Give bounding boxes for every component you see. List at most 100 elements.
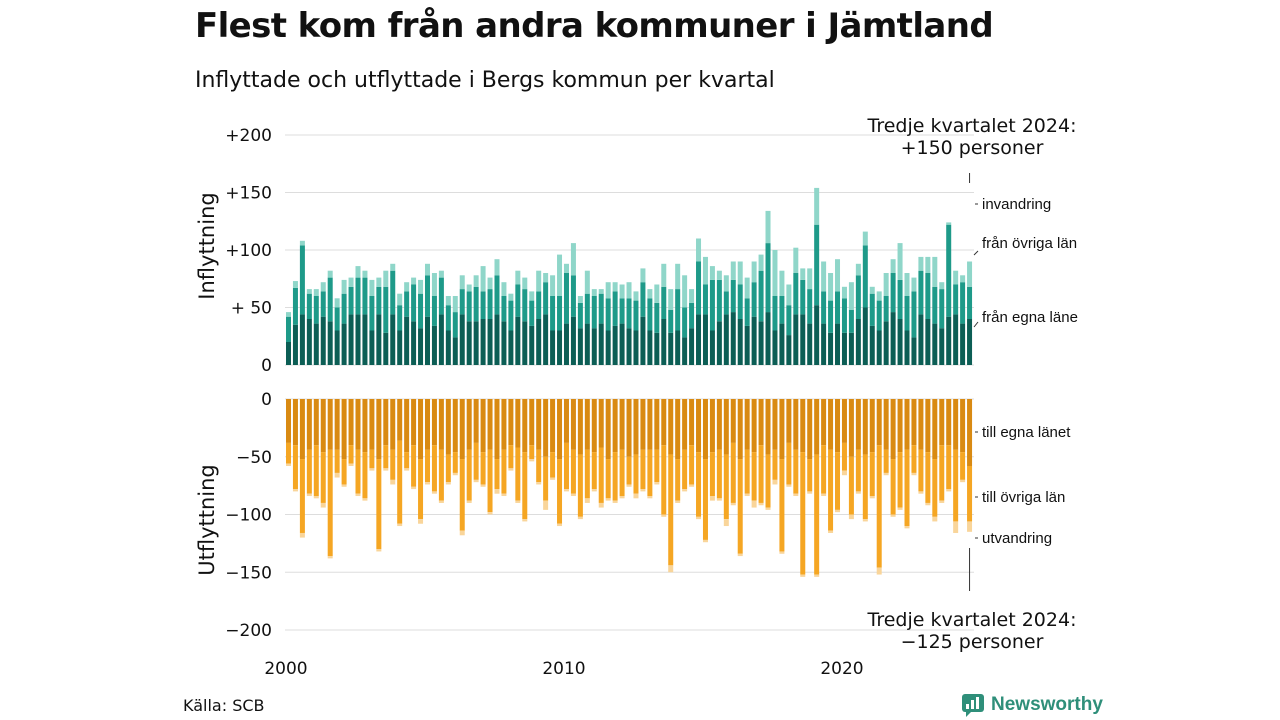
out-bar-segment (431, 445, 437, 492)
out-bar-segment (424, 482, 430, 485)
in-bar-segment (501, 282, 507, 296)
out-bar-segment (515, 447, 521, 501)
in-bar-segment (452, 296, 458, 313)
in-bar-segment (814, 187, 820, 225)
in-bar-segment (306, 319, 312, 365)
in-bar-segment (459, 289, 465, 315)
out-bar-segment (723, 519, 729, 527)
in-bar-segment (751, 316, 757, 365)
in-bar-segment (299, 240, 305, 246)
out-bar-segment (716, 449, 722, 499)
category-label: till övriga län (982, 489, 1065, 506)
out-bar-segment (814, 399, 820, 455)
out-bar-segment (341, 459, 347, 485)
out-bar-segment (800, 452, 806, 575)
in-bar-segment (626, 298, 632, 329)
in-bar-segment (835, 259, 841, 292)
in-bar-segment (605, 298, 611, 331)
out-bar-segment (675, 500, 681, 503)
in-bar-segment (689, 302, 695, 329)
in-bar-segment (431, 296, 437, 326)
out-bar-segment (445, 454, 451, 483)
out-bar-segment (550, 452, 556, 478)
out-bar-segment (876, 445, 882, 568)
labels: Inflyttning Utflyttning Tredje kvartalet… (195, 115, 1078, 679)
out-bar-segment (480, 484, 486, 487)
out-bar-segment (327, 449, 333, 557)
out-bar-segment (626, 399, 632, 457)
out-bar-segment (883, 449, 889, 473)
in-bar-segment (327, 321, 333, 365)
in-bar-segment (418, 279, 424, 294)
out-bar-segment (696, 516, 702, 520)
in-bar-segment (459, 275, 465, 290)
out-bar-segment (411, 486, 417, 490)
out-bar-segment (828, 399, 834, 450)
out-bar-segment (696, 399, 702, 453)
in-bar-segment (299, 314, 305, 365)
in-bar-segment (925, 273, 931, 319)
in-bar-segment (960, 282, 966, 324)
out-bar-segment (383, 399, 389, 446)
in-bar-segment (501, 296, 507, 322)
out-bar-segment (702, 459, 708, 540)
in-bar-segment (390, 314, 396, 365)
out-annotation-line1: Tredje kvartalet 2024: (867, 609, 1077, 631)
out-bar-segment (577, 399, 583, 455)
in-bar-segment (584, 270, 590, 294)
out-bar-segment (306, 493, 312, 497)
in-bar-segment (883, 296, 889, 322)
out-bar-segment (862, 519, 868, 522)
in-bar-segment (723, 275, 729, 292)
out-bar-segment (800, 574, 806, 577)
out-bar-segment (925, 502, 931, 506)
out-bar-segment (313, 496, 319, 499)
in-bar-segment (682, 337, 688, 365)
out-bar-segment (397, 440, 403, 524)
out-bar-segment (953, 521, 959, 533)
in-bar-segment (612, 291, 618, 326)
in-bar-segment (654, 332, 660, 365)
in-bar-segment (737, 319, 743, 365)
out-axis-title: Utflyttning (195, 464, 219, 576)
in-bar-segment (577, 296, 583, 303)
in-y-tick-label: +100 (225, 241, 272, 261)
in-bar-segment (619, 298, 625, 324)
in-bar-segment (327, 270, 333, 278)
out-bar-segment (841, 399, 847, 443)
in-bar-segment (563, 263, 569, 273)
out-bar-segment (494, 489, 500, 494)
out-bar-segment (835, 399, 841, 453)
in-bar-segment (821, 261, 827, 292)
out-bar-segment (807, 491, 813, 494)
out-bar-segment (598, 447, 604, 503)
in-bar-segment (876, 291, 882, 301)
in-bar-segment (431, 273, 437, 296)
in-bar-segment (557, 330, 563, 365)
in-bar-segment (584, 293, 590, 324)
out-bar-segment (668, 454, 674, 566)
in-bar-segment (918, 256, 924, 271)
out-bar-segment (334, 472, 340, 478)
out-bar-segment (939, 445, 945, 501)
out-bar-segment (904, 449, 910, 527)
in-bar-segment (744, 277, 750, 299)
out-bar-segment (369, 449, 375, 469)
out-bar-segment (584, 498, 590, 503)
out-bar-segment (355, 449, 361, 494)
in-bar-segment (536, 270, 542, 292)
out-bar-segment (626, 484, 632, 487)
out-bar-segment (452, 452, 458, 473)
out-bar-segment (911, 399, 917, 446)
out-bar-segment (960, 479, 966, 483)
out-bar-segment (751, 500, 757, 508)
out-bar-segment (946, 445, 952, 490)
in-bar-segment (730, 261, 736, 280)
in-bar-segment (967, 261, 973, 287)
out-bar-segment (654, 449, 660, 483)
brand-logo[interactable]: Newsworthy (961, 692, 1103, 718)
out-bar-segment (807, 459, 813, 492)
in-bar-segment (960, 323, 966, 365)
out-bar-segment (869, 496, 875, 499)
in-bar-segment (515, 316, 521, 365)
